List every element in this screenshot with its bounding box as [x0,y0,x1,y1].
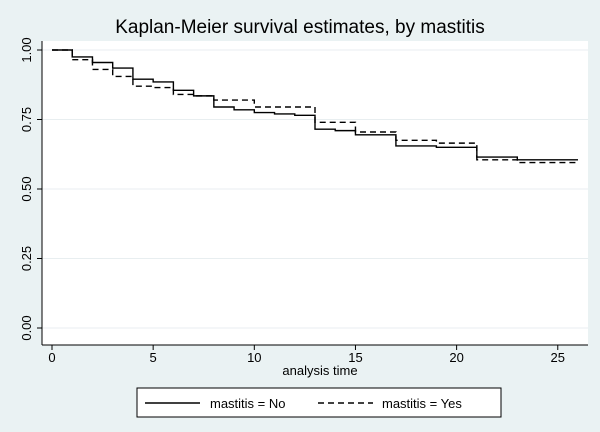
y-tick-label-1: 0.25 [19,246,34,271]
axes [41,41,588,346]
x-ticks: 0 5 10 15 20 25 [48,345,565,365]
y-tick-label-2: 0.50 [19,176,34,201]
x-tick-label-1: 5 [150,350,157,365]
x-tick-label-5: 25 [551,350,565,365]
x-tick-label-4: 20 [449,350,463,365]
legend-label-no: mastitis = No [210,396,286,411]
chart-title: Kaplan-Meier survival estimates, by mast… [115,17,485,38]
legend-label-yes: mastitis = Yes [382,396,462,411]
y-tick-label-0: 0.00 [19,315,34,340]
series-line-no [52,49,578,161]
y-tick-label-4: 1.00 [19,37,34,62]
x-axis-label: analysis time [282,363,357,378]
x-tick-label-2: 10 [247,350,261,365]
series-line-yes [52,49,579,164]
legend: mastitis = No mastitis = Yes [136,387,502,418]
x-tick-label-0: 0 [48,350,55,365]
series-group [52,49,579,164]
plot-area [42,41,588,345]
x-tick-label-3: 15 [348,350,362,365]
y-ticks: 0.00 0.25 0.50 0.75 1.00 [19,37,42,341]
y-tick-label-3: 0.75 [19,107,34,132]
